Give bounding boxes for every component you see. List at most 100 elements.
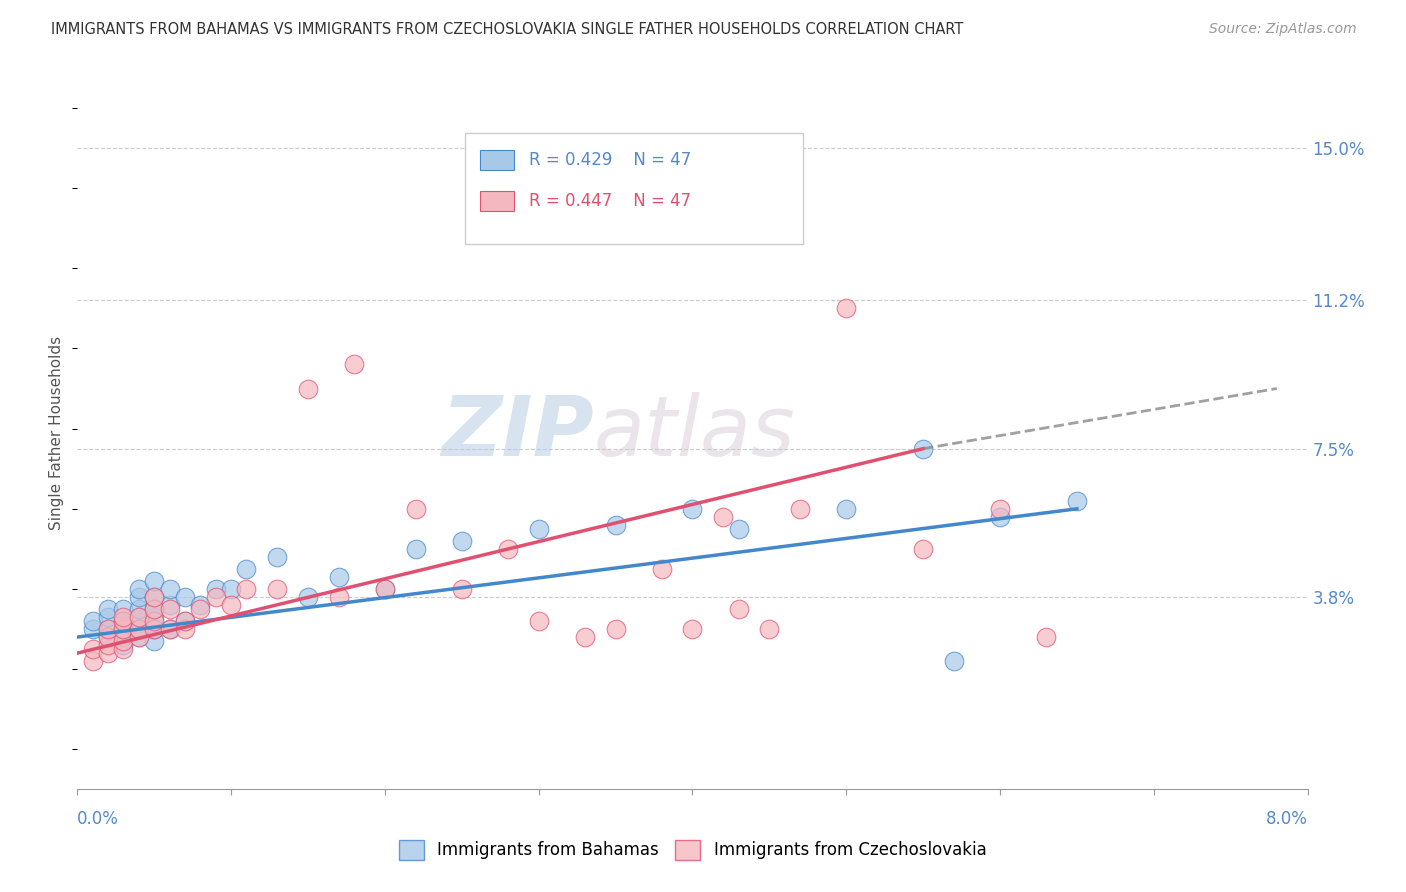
Point bbox=[988, 501, 1011, 516]
Point bbox=[112, 610, 135, 624]
Point bbox=[682, 622, 704, 636]
Point bbox=[374, 582, 396, 596]
Point bbox=[159, 622, 181, 636]
Point bbox=[82, 642, 104, 657]
Point bbox=[143, 602, 166, 616]
Point bbox=[159, 598, 181, 612]
Point bbox=[605, 622, 627, 636]
Point bbox=[128, 590, 150, 604]
Point bbox=[128, 610, 150, 624]
Point bbox=[727, 522, 749, 536]
Point bbox=[159, 602, 181, 616]
Point bbox=[112, 622, 135, 636]
Point bbox=[128, 602, 150, 616]
Point bbox=[97, 638, 120, 652]
Point bbox=[527, 522, 550, 536]
Point bbox=[328, 570, 350, 584]
Text: IMMIGRANTS FROM BAHAMAS VS IMMIGRANTS FROM CZECHOSLOVAKIA SINGLE FATHER HOUSEHOL: IMMIGRANTS FROM BAHAMAS VS IMMIGRANTS FR… bbox=[51, 22, 963, 37]
Point bbox=[496, 541, 519, 556]
Point bbox=[112, 602, 135, 616]
Point bbox=[97, 622, 120, 636]
Point bbox=[204, 590, 226, 604]
Point bbox=[682, 501, 704, 516]
Point bbox=[266, 549, 288, 564]
Point bbox=[128, 622, 150, 636]
Point bbox=[143, 622, 166, 636]
Point bbox=[328, 590, 350, 604]
Point bbox=[128, 630, 150, 644]
Point bbox=[128, 630, 150, 644]
Point bbox=[174, 590, 197, 604]
Text: 0.0%: 0.0% bbox=[77, 810, 120, 828]
Text: atlas: atlas bbox=[595, 392, 796, 473]
Point bbox=[235, 562, 257, 576]
Point bbox=[174, 614, 197, 628]
Legend: Immigrants from Bahamas, Immigrants from Czechoslovakia: Immigrants from Bahamas, Immigrants from… bbox=[392, 833, 993, 867]
FancyBboxPatch shape bbox=[465, 133, 803, 244]
Point bbox=[574, 630, 596, 644]
Point bbox=[97, 602, 120, 616]
Point bbox=[128, 582, 150, 596]
Point bbox=[143, 574, 166, 588]
Point bbox=[1066, 493, 1088, 508]
Point bbox=[219, 582, 242, 596]
Point bbox=[97, 630, 120, 644]
Point bbox=[97, 646, 120, 660]
Point bbox=[82, 622, 104, 636]
Point bbox=[112, 630, 135, 644]
Text: R = 0.447    N = 47: R = 0.447 N = 47 bbox=[529, 192, 690, 210]
Point bbox=[112, 634, 135, 648]
Point bbox=[605, 517, 627, 532]
Point bbox=[143, 634, 166, 648]
Point bbox=[97, 610, 120, 624]
Point bbox=[527, 614, 550, 628]
Point bbox=[711, 509, 734, 524]
Point bbox=[942, 654, 965, 668]
Point bbox=[727, 602, 749, 616]
Point bbox=[988, 509, 1011, 524]
Point bbox=[450, 582, 472, 596]
Point bbox=[82, 654, 104, 668]
Point bbox=[128, 622, 150, 636]
Point bbox=[297, 590, 319, 604]
FancyBboxPatch shape bbox=[479, 150, 515, 170]
Point bbox=[789, 501, 811, 516]
Point bbox=[112, 622, 135, 636]
Point bbox=[112, 614, 135, 628]
Point bbox=[912, 541, 935, 556]
Point bbox=[112, 614, 135, 628]
Y-axis label: Single Father Households: Single Father Households bbox=[49, 335, 65, 530]
Point bbox=[143, 602, 166, 616]
Point bbox=[112, 638, 135, 652]
Point bbox=[159, 582, 181, 596]
Point bbox=[82, 614, 104, 628]
Point bbox=[143, 590, 166, 604]
Point bbox=[143, 590, 166, 604]
Point bbox=[190, 598, 212, 612]
Point bbox=[297, 382, 319, 396]
Text: Source: ZipAtlas.com: Source: ZipAtlas.com bbox=[1209, 22, 1357, 37]
Point bbox=[405, 541, 427, 556]
Point bbox=[651, 562, 673, 576]
Point bbox=[835, 301, 858, 316]
Point bbox=[758, 622, 780, 636]
Point bbox=[143, 622, 166, 636]
Text: R = 0.429    N = 47: R = 0.429 N = 47 bbox=[529, 151, 692, 169]
Point bbox=[374, 582, 396, 596]
Point bbox=[143, 614, 166, 628]
Point bbox=[128, 610, 150, 624]
Point bbox=[1035, 630, 1057, 644]
Point bbox=[174, 622, 197, 636]
Point bbox=[912, 442, 935, 456]
Point bbox=[450, 533, 472, 548]
Point bbox=[97, 622, 120, 636]
Point bbox=[266, 582, 288, 596]
Point bbox=[190, 602, 212, 616]
Text: ZIP: ZIP bbox=[441, 392, 595, 473]
Point bbox=[835, 501, 858, 516]
Point bbox=[97, 630, 120, 644]
Point bbox=[405, 501, 427, 516]
Point bbox=[219, 598, 242, 612]
Point bbox=[343, 358, 366, 372]
Point bbox=[143, 610, 166, 624]
